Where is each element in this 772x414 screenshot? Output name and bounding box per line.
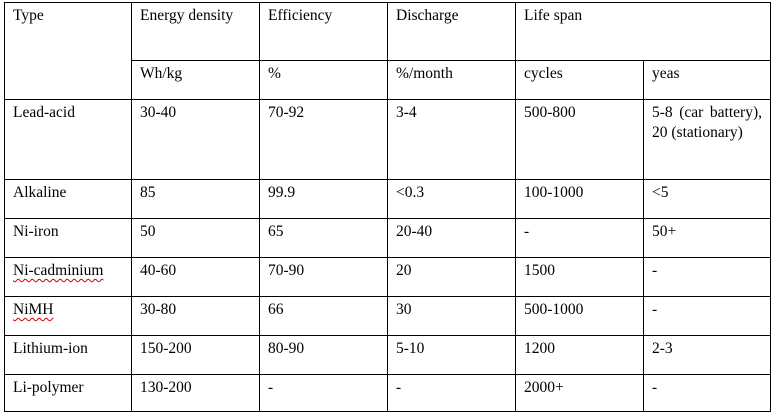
table-row: Lithium-ion 150-200 80-90 5-10 1200 2-3: [4, 335, 772, 375]
cell-efficiency: 70-92: [259, 99, 388, 180]
cell-efficiency: 80-90: [259, 335, 388, 375]
cell-discharge: <0.3: [387, 179, 516, 219]
table-row: Lead-acid 30-40 70-92 3-4 500-800 5-8 (c…: [4, 99, 772, 180]
cell-years: 50+: [642, 218, 772, 258]
misspelled-word: NiMH: [13, 301, 54, 318]
cell-discharge: 3-4: [387, 99, 516, 180]
cell-efficiency: -: [259, 374, 388, 412]
cell-years: -: [642, 296, 772, 336]
header-life-span: Life span: [514, 2, 772, 61]
cell-energy: 150-200: [131, 335, 260, 375]
table-row: Ni-cadminium 40-60 70-90 20 1500 -: [4, 257, 772, 297]
cell-type: NiMH: [4, 296, 132, 336]
cell-type: Lead-acid: [4, 99, 132, 180]
header-discharge: Discharge: [387, 2, 516, 61]
cell-cycles: 500-800: [515, 99, 644, 180]
cell-discharge: 30: [387, 296, 516, 336]
cell-energy: 40-60: [131, 257, 260, 297]
cell-efficiency: 66: [259, 296, 388, 336]
table-row: Li-polymer 130-200 - - 2000+ -: [4, 374, 772, 412]
table-row: NiMH 30-80 66 30 500-1000 -: [4, 296, 772, 336]
cell-energy: 50: [131, 218, 260, 258]
cell-years: -: [642, 374, 772, 412]
unit-energy-density: Wh/kg: [131, 60, 260, 100]
cell-efficiency: 65: [259, 218, 388, 258]
cell-cycles: 2000+: [515, 374, 644, 412]
unit-cycles: cycles: [515, 60, 644, 100]
cell-type: Lithium-ion: [4, 335, 132, 375]
cell-cycles: 1200: [515, 335, 644, 375]
cell-type: Ni-iron: [4, 218, 132, 258]
cell-energy: 30-40: [131, 99, 260, 180]
cell-discharge: 20: [387, 257, 516, 297]
header-type: Type: [4, 2, 132, 100]
cell-discharge: -: [387, 374, 516, 412]
cell-type: Li-polymer: [4, 374, 132, 412]
cell-cycles: -: [515, 218, 644, 258]
header-row: Type Energy density Efficiency Discharge…: [4, 2, 772, 100]
cell-years: 5-8 (car battery), 20 (stationary): [642, 99, 772, 180]
table-row: Ni-iron 50 65 20-40 - 50+: [4, 218, 772, 258]
cell-discharge: 20-40: [387, 218, 516, 258]
cell-type: Ni-cadminium: [4, 257, 132, 297]
table-row: Alkaline 85 99.9 <0.3 100-1000 <5: [4, 179, 772, 219]
cell-energy: 130-200: [131, 374, 260, 412]
battery-comparison-table: Type Energy density Efficiency Discharge…: [4, 2, 772, 412]
header-efficiency: Efficiency: [259, 2, 388, 61]
unit-years: yeas: [642, 60, 772, 100]
cell-efficiency: 99.9: [259, 179, 388, 219]
cell-discharge: 5-10: [387, 335, 516, 375]
misspelled-word: Ni-cadminium: [13, 262, 104, 279]
cell-years: 2-3: [642, 335, 772, 375]
cell-type: Alkaline: [4, 179, 132, 219]
cell-cycles: 1500: [515, 257, 644, 297]
cell-cycles: 500-1000: [515, 296, 644, 336]
unit-discharge: %/month: [387, 60, 516, 100]
header-energy-density: Energy density: [131, 2, 260, 61]
cell-years: <5: [642, 179, 772, 219]
cell-efficiency: 70-90: [259, 257, 388, 297]
units-row: Wh/kg % %/month cycles yeas: [5, 60, 772, 100]
cell-energy: 30-80: [131, 296, 260, 336]
unit-efficiency: %: [259, 60, 388, 100]
cell-energy: 85: [131, 179, 260, 219]
cell-years: -: [642, 257, 772, 297]
cell-cycles: 100-1000: [515, 179, 644, 219]
